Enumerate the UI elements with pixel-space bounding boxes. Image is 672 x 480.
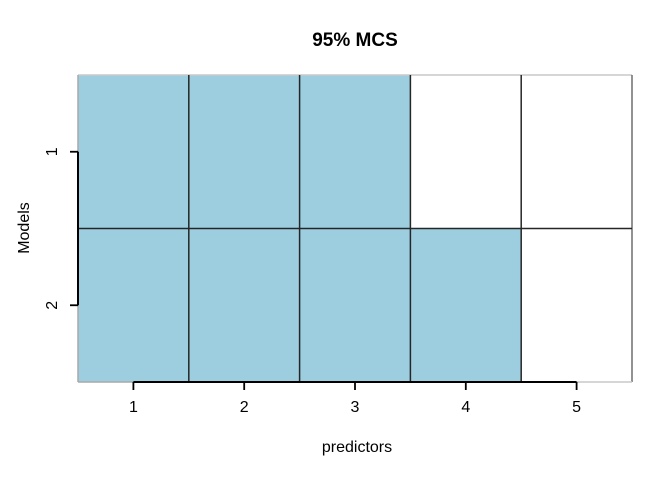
x-tick-label: 2	[240, 399, 249, 416]
cell-model-1-predictor-3	[299, 75, 411, 229]
cell-model-2-predictor-1	[78, 228, 189, 382]
cell-model-1-predictor-4	[410, 75, 522, 229]
cell-model-2-predictor-3	[299, 228, 411, 382]
x-tick-label: 4	[461, 399, 470, 416]
chart-title: 95% MCS	[312, 30, 398, 51]
x-tick-label: 5	[572, 399, 581, 416]
cell-model-1-predictor-1	[78, 75, 189, 229]
cell-model-2-predictor-2	[188, 228, 300, 382]
y-tick-label: 2	[44, 301, 61, 310]
y-axis-label: Models	[16, 202, 33, 254]
cell-model-1-predictor-2	[188, 75, 300, 229]
y-tick-label: 1	[44, 147, 61, 156]
x-tick-label: 1	[129, 399, 138, 416]
x-tick-label: 3	[351, 399, 360, 416]
x-axis-label: predictors	[321, 439, 393, 456]
cell-model-2-predictor-4	[410, 228, 522, 382]
cell-model-2-predictor-5	[521, 228, 632, 382]
cell-model-1-predictor-5	[521, 75, 632, 229]
